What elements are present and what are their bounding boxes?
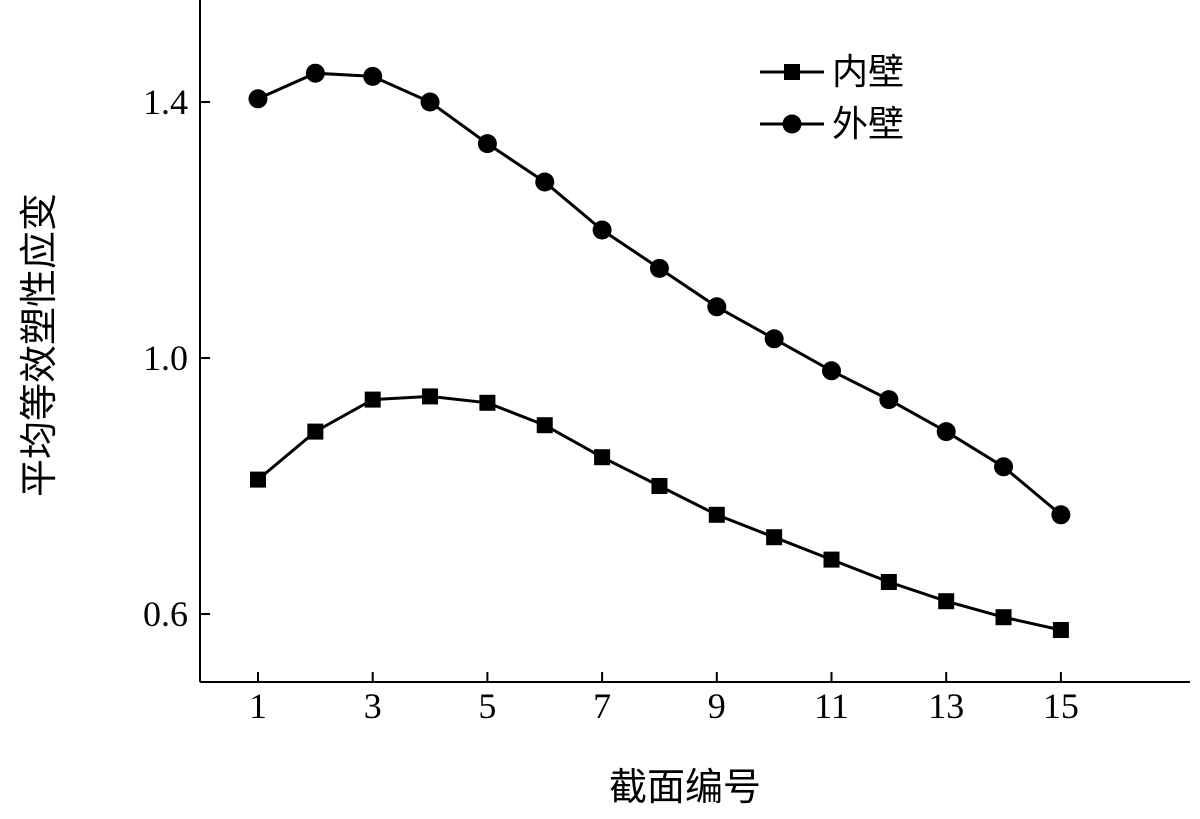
legend-label: 内壁 <box>832 52 904 93</box>
legend-circle-marker <box>782 114 802 134</box>
x-tick-label: 15 <box>1043 686 1079 726</box>
inner-wall-point <box>536 417 553 434</box>
x-tick-label: 7 <box>593 686 611 726</box>
legend-label: 外壁 <box>832 104 904 145</box>
outer-wall-point <box>363 66 383 86</box>
inner-wall-point <box>307 423 324 440</box>
outer-wall-point <box>420 92 440 112</box>
axes <box>199 0 1190 683</box>
y-tick-label: 0.6 <box>143 594 188 634</box>
inner-wall-point <box>995 609 1012 626</box>
x-tick-label: 9 <box>708 686 726 726</box>
outer-wall-point <box>248 89 268 109</box>
legend-item: 内壁 <box>760 52 904 93</box>
outer-wall-point <box>477 134 497 154</box>
inner-wall-point <box>479 394 496 411</box>
x-tick-label: 3 <box>364 686 382 726</box>
inner-wall-point <box>823 551 840 568</box>
y-tick-label: 1.0 <box>143 338 188 378</box>
inner-wall-point <box>364 391 381 408</box>
outer-wall-point <box>879 390 899 410</box>
inner-wall-point <box>250 471 266 488</box>
x-axis-title: 截面编号 <box>609 765 761 809</box>
series-line-outer-wall <box>257 71 1062 516</box>
outer-wall-point <box>822 361 841 381</box>
y-tick-label: 1.4 <box>143 82 188 122</box>
x-tick-label: 13 <box>928 686 964 726</box>
legend-item: 外壁 <box>760 104 904 145</box>
inner-wall-point <box>651 478 668 494</box>
inner-wall-point <box>938 593 955 610</box>
inner-wall-point <box>766 529 783 546</box>
outer-wall-point <box>764 329 784 349</box>
inner-wall-point <box>594 449 611 466</box>
legend-square-marker <box>784 64 800 80</box>
inner-wall-point <box>422 388 439 405</box>
outer-wall-point <box>649 258 669 278</box>
x-tick-label: 11 <box>814 686 849 726</box>
x-tick-label: 1 <box>249 686 267 726</box>
outer-wall-point <box>535 172 555 192</box>
outer-wall-point <box>592 220 612 240</box>
outer-wall-point <box>707 297 727 317</box>
ticks: 1 3 5 7 9 11 13 150.61.01.4 <box>143 82 1079 726</box>
x-tick-label: 5 <box>478 686 496 726</box>
outer-wall-point <box>305 63 325 83</box>
inner-wall-point <box>880 574 897 590</box>
series-lines <box>257 71 1062 632</box>
outer-wall-point <box>994 457 1014 477</box>
outer-wall-point <box>1051 505 1071 525</box>
y-axis-title: 平均等效塑性应变 <box>17 193 61 497</box>
series-markers <box>248 63 1071 638</box>
inner-wall-point <box>1052 622 1069 638</box>
inner-wall-point <box>708 506 725 523</box>
outer-wall-point <box>936 422 956 442</box>
